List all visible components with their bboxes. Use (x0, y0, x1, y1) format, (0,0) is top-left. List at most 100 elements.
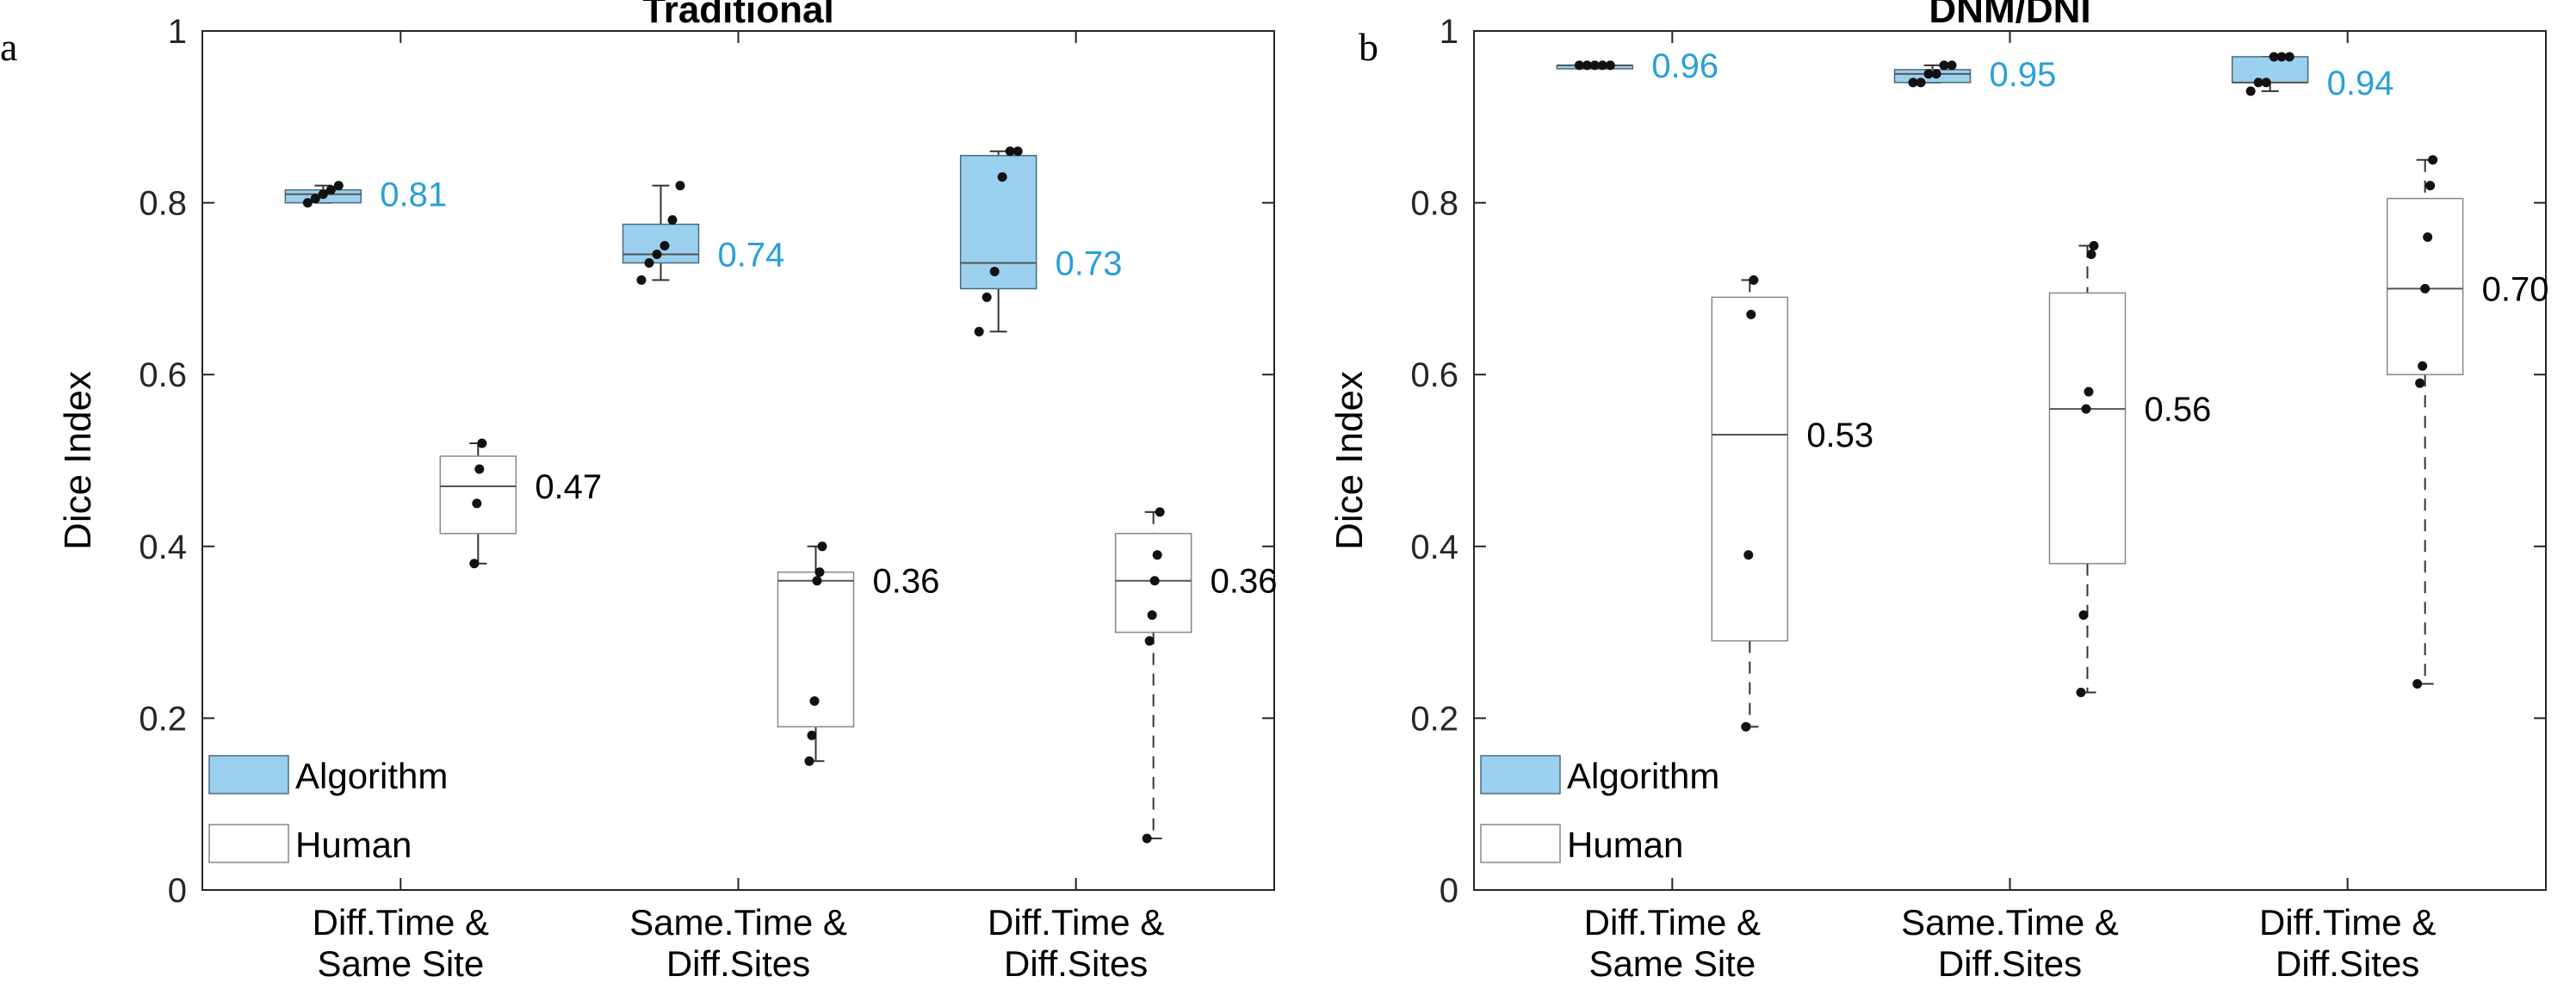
y-tick-label: 0.2 (1410, 700, 1458, 738)
x-tick-label: Same.Time & (629, 902, 847, 942)
data-point (310, 194, 320, 204)
y-tick-label: 0 (168, 872, 187, 910)
box-human-1: 0.47 (439, 438, 602, 569)
data-point (2261, 77, 2271, 88)
median-value-label: 0.56 (2145, 391, 2212, 429)
x-tick-label: Diff.Time & (988, 902, 1164, 942)
y-tick-label: 1 (168, 13, 187, 51)
median-value-label: 0.74 (718, 236, 785, 274)
box-algorithm-3: 0.73 (959, 146, 1123, 337)
box-algorithm-1: 0.81 (284, 176, 447, 214)
data-point (2423, 232, 2433, 243)
data-point (1152, 550, 1162, 560)
box-human-1: 0.53 (1711, 275, 1873, 732)
panel-letter: b (1359, 25, 1378, 69)
chart-title: DNM/DNI (1929, 0, 2090, 31)
data-point (1142, 833, 1152, 844)
legend-swatch-algorithm (1480, 755, 1561, 794)
median-value-label: 0.94 (2327, 65, 2394, 102)
data-point (1605, 60, 1615, 71)
x-tick-label: Diff.Sites (1938, 943, 2082, 984)
data-point (1923, 69, 1934, 79)
data-point (333, 181, 344, 191)
median-value-label: 0.36 (1211, 563, 1278, 601)
data-point (2089, 241, 2099, 250)
median-value-label: 0.70 (2482, 270, 2549, 308)
data-point (2245, 86, 2256, 96)
data-point (2415, 378, 2425, 388)
box-algorithm-2: 0.95 (1893, 56, 2057, 94)
legend: Algorithm Human (1480, 755, 1719, 865)
data-point (812, 576, 822, 586)
legend-swatch-algorithm (208, 755, 289, 794)
box-algorithm-1: 0.96 (1556, 47, 1718, 85)
data-point (1931, 69, 1941, 79)
data-point (1155, 507, 1165, 517)
median-value-label: 0.95 (1990, 56, 2057, 94)
y-tick-label: 0.4 (1410, 528, 1458, 566)
data-point (1005, 146, 1015, 157)
data-point (981, 292, 992, 302)
data-point (1916, 77, 1926, 88)
data-point (1908, 77, 1918, 88)
data-point (1589, 60, 1600, 71)
data-point (1597, 60, 1607, 71)
series-algorithm: 0.81 0.74 0.73 (284, 146, 1123, 337)
panel-b: b DNM/DNI 0 0.2 0.4 0.6 0.8 1 Dice Index Diff.Tim… (1328, 0, 2549, 984)
box-body (1711, 296, 1789, 642)
data-point (989, 266, 1000, 276)
data-point (807, 730, 817, 740)
data-point (2418, 361, 2428, 371)
data-point (2253, 77, 2263, 88)
data-point (2428, 155, 2438, 165)
legend-label-human: Human (295, 825, 412, 865)
data-point (2084, 386, 2094, 397)
data-point (1012, 146, 1023, 157)
data-point (1749, 275, 1759, 285)
y-tick-label: 0 (1440, 872, 1458, 910)
data-point (804, 756, 814, 766)
y-tick-label: 0.2 (139, 700, 187, 738)
y-tick-label: 0.4 (139, 528, 187, 566)
legend-label-human: Human (1567, 825, 1683, 865)
data-point (477, 438, 487, 448)
data-point (667, 215, 678, 226)
data-point (997, 172, 1007, 182)
y-tick-label: 0.8 (1410, 185, 1458, 223)
box-human-2: 0.36 (777, 541, 940, 766)
median-value-label: 0.73 (1056, 244, 1123, 282)
data-point (1582, 60, 1592, 71)
data-point (2420, 283, 2430, 294)
chart-title: Traditional (642, 0, 833, 31)
x-tick-label: Diff.Sites (1004, 943, 1148, 984)
x-tick-label: Diff.Time & (2259, 902, 2436, 942)
data-point (318, 189, 328, 200)
median-value-label: 0.36 (873, 563, 940, 601)
legend: Algorithm Human (208, 755, 448, 865)
x-tick-label: Diff.Time & (1584, 902, 1761, 942)
series-human: 0.47 0.36 0.36 (439, 438, 1278, 844)
y-axis-label: Dice Index (57, 371, 99, 550)
data-point (817, 541, 827, 552)
x-tick-label: Same Site (317, 943, 484, 984)
data-point (1574, 60, 1584, 71)
data-point (474, 464, 485, 474)
x-tick-label: Same.Time & (1901, 902, 2119, 942)
y-tick-label: 0.8 (139, 185, 187, 223)
data-point (2412, 678, 2423, 689)
data-point (1149, 576, 1160, 586)
data-point (675, 181, 685, 191)
median-value-label: 0.47 (535, 468, 602, 506)
data-point (1741, 721, 1751, 732)
data-point (636, 275, 647, 285)
x-tick-label: Diff.Time & (313, 902, 489, 942)
data-point (1743, 550, 1754, 560)
data-point (2425, 181, 2436, 191)
data-point (809, 695, 820, 706)
legend-label-algorithm: Algorithm (1567, 756, 1719, 796)
series-human: 0.53 0.56 0.70 (1711, 155, 2549, 732)
x-tick-label: Diff.Sites (2276, 943, 2419, 984)
data-point (2081, 404, 2091, 414)
data-point (644, 257, 654, 268)
